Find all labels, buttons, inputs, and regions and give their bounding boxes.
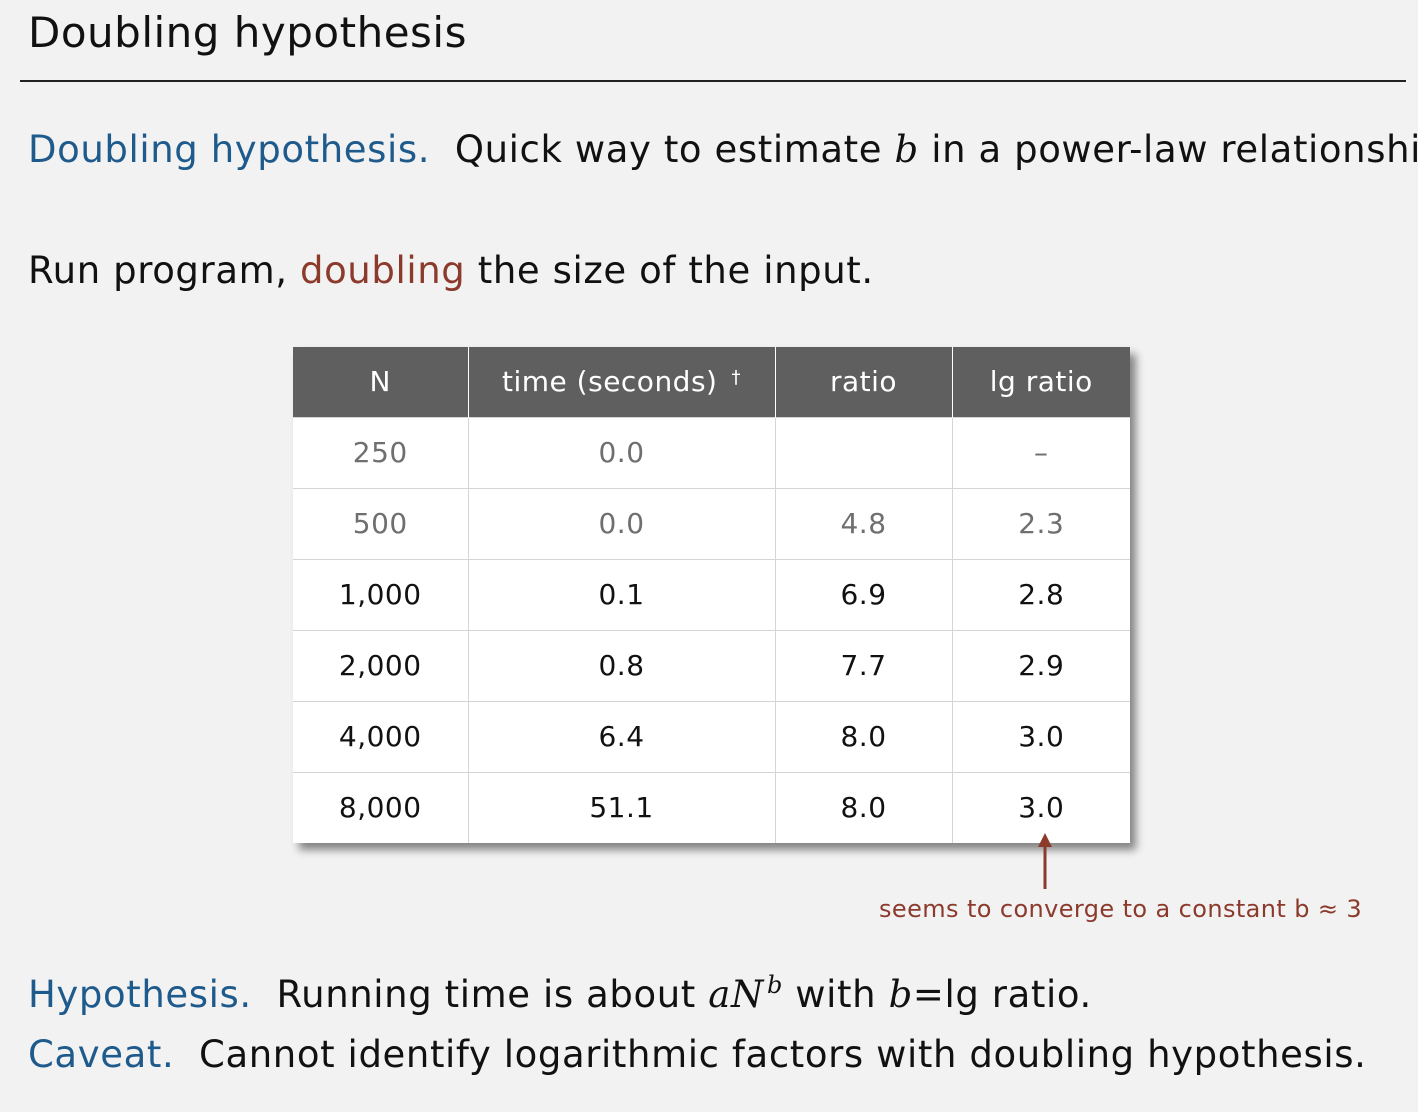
up-arrow-icon (1038, 833, 1052, 889)
hypothesis-equals: = (912, 973, 945, 1016)
cell-ratio: 4.8 (775, 487, 953, 559)
hypothesis-a: a (708, 973, 731, 1016)
cell-n: 2,000 (293, 629, 469, 701)
run-emphasis: doubling (299, 249, 466, 292)
caveat-text: Cannot identify logarithmic factors with… (199, 1033, 1367, 1076)
run-before: Run program, (28, 249, 288, 292)
hypothesis-text3: lg ratio. (944, 973, 1092, 1016)
table-row: 4,000 6.4 8.0 3.0 (293, 700, 1130, 772)
hypothesis-b: b (888, 973, 913, 1016)
cell-ratio: 8.0 (775, 771, 953, 843)
cell-time: 0.8 (468, 629, 776, 701)
doubling-table: N time (seconds) † ratio lg ratio 250 0.0… (293, 347, 1130, 843)
cell-time: 0.0 (468, 487, 776, 559)
header-ratio: ratio (775, 347, 953, 417)
table-row: 500 0.0 4.8 2.3 (293, 487, 1130, 559)
cell-lg-ratio: 3.0 (952, 771, 1130, 843)
cell-time: 51.1 (468, 771, 776, 843)
cell-lg-ratio: 2.3 (952, 487, 1130, 559)
hypothesis-exponent-b: b (766, 971, 783, 999)
run-line: Run program, doubling the size of the in… (28, 249, 874, 292)
dagger-mark: † (731, 367, 741, 389)
hypothesis-keyword: Hypothesis. (28, 973, 252, 1016)
hypothesis-text1: Running time is about (276, 973, 696, 1016)
cell-n: 4,000 (293, 700, 469, 772)
intro-text-after: in a power-law relationship. (931, 128, 1418, 171)
caveat-line: Caveat. Cannot identify logarithmic fact… (28, 1033, 1367, 1076)
table-row: 2,000 0.8 7.7 2.9 (293, 629, 1130, 701)
header-n: N (293, 347, 469, 417)
cell-ratio: 6.9 (775, 558, 953, 630)
cell-n: 250 (293, 416, 469, 488)
cell-n: 500 (293, 487, 469, 559)
table-header-row: N time (seconds) † ratio lg ratio (293, 347, 1130, 417)
cell-n: 1,000 (293, 558, 469, 630)
cell-ratio: 7.7 (775, 629, 953, 701)
cell-ratio (775, 416, 953, 488)
hypothesis-N: N (730, 973, 764, 1016)
run-after: the size of the input. (477, 249, 874, 292)
intro-keyword: Doubling hypothesis. (28, 128, 431, 171)
slide-title: Doubling hypothesis (28, 8, 467, 57)
converge-annotation: seems to converge to a constant b ≈ 3 (879, 895, 1363, 923)
intro-line: Doubling hypothesis. Quick way to estima… (28, 128, 1418, 171)
cell-lg-ratio: 2.9 (952, 629, 1130, 701)
header-time-label: time (seconds) (502, 365, 718, 399)
cell-ratio: 8.0 (775, 700, 953, 772)
header-time: time (seconds) † (468, 347, 776, 417)
intro-text-before: Quick way to estimate (454, 128, 883, 171)
hypothesis-line: Hypothesis. Running time is about aN b wi… (28, 971, 1092, 1016)
intro-var-b: b (894, 128, 919, 171)
table-row: 250 0.0 – (293, 416, 1130, 488)
cell-n: 8,000 (293, 771, 469, 843)
cell-lg-ratio: 2.8 (952, 558, 1130, 630)
title-rule (20, 80, 1406, 82)
hypothesis-text2: with (795, 973, 877, 1016)
header-lg-ratio: lg ratio (952, 347, 1130, 417)
cell-time: 6.4 (468, 700, 776, 772)
cell-time: 0.0 (468, 416, 776, 488)
caveat-keyword: Caveat. (28, 1033, 175, 1076)
table-row: 1,000 0.1 6.9 2.8 (293, 558, 1130, 630)
cell-lg-ratio: – (952, 416, 1130, 488)
cell-lg-ratio: 3.0 (952, 700, 1130, 772)
table-row: 8,000 51.1 8.0 3.0 (293, 771, 1130, 843)
cell-time: 0.1 (468, 558, 776, 630)
